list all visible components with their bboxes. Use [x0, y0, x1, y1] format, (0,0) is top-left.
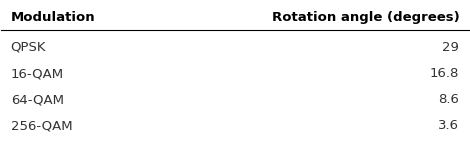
Text: 3.6: 3.6 — [438, 119, 459, 132]
Text: 16.8: 16.8 — [430, 67, 459, 80]
Text: 8.6: 8.6 — [439, 93, 459, 106]
Text: 64-QAM: 64-QAM — [11, 93, 64, 106]
Text: Modulation: Modulation — [11, 11, 95, 24]
Text: 16-QAM: 16-QAM — [11, 67, 64, 80]
Text: QPSK: QPSK — [11, 41, 46, 54]
Text: Rotation angle (degrees): Rotation angle (degrees) — [272, 11, 459, 24]
Text: 29: 29 — [442, 41, 459, 54]
Text: 256-QAM: 256-QAM — [11, 119, 72, 132]
